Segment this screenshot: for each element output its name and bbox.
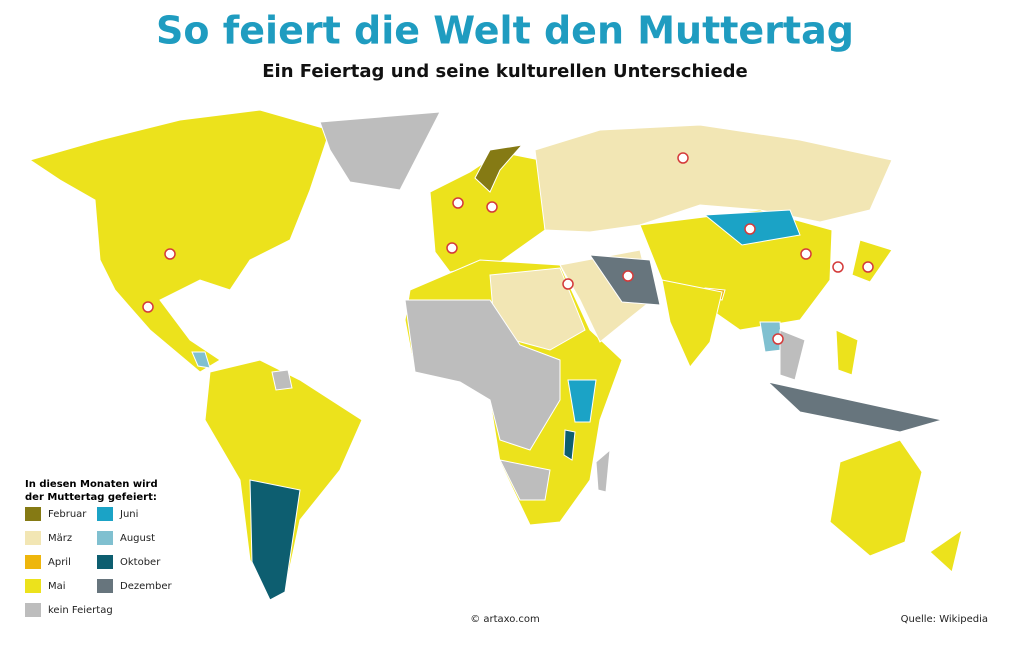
legend-label: Mai: [48, 581, 66, 592]
region: [499, 459, 551, 501]
legend-label: August: [120, 533, 155, 544]
legend-label: März: [48, 533, 72, 544]
region: [851, 239, 893, 283]
region: [595, 448, 611, 493]
legend-swatch: [25, 531, 41, 545]
source: Quelle: Wikipedia: [901, 614, 988, 625]
legend-swatch: [97, 507, 113, 521]
legend-swatch: [25, 579, 41, 593]
legend-swatch: [97, 579, 113, 593]
legend-swatch: [25, 507, 41, 521]
legend-swatch: [97, 555, 113, 569]
legend-swatch: [25, 603, 41, 617]
legend-label: Februar: [48, 509, 87, 520]
legend-label: Dezember: [120, 581, 172, 592]
legend-label: kein Feiertag: [48, 605, 113, 616]
legend-label: April: [48, 557, 71, 568]
legend-swatch: [97, 531, 113, 545]
markers: [142, 152, 874, 345]
region: [766, 381, 943, 433]
legend: In diesen Monaten wird der Muttertag gef…: [25, 479, 172, 617]
region: [204, 359, 363, 601]
region: [249, 479, 301, 601]
region: [929, 528, 963, 573]
region: [271, 369, 293, 391]
legend-heading: der Muttertag gefeiert:: [25, 492, 157, 503]
legend-swatch: [25, 555, 41, 569]
title: So feiert die Welt den Muttertag: [156, 9, 854, 53]
legend-heading: In diesen Monaten wird: [25, 479, 158, 490]
region: [779, 329, 806, 381]
region: [567, 379, 597, 423]
region: [563, 429, 576, 461]
world-map: [28, 109, 963, 601]
subtitle: Ein Feiertag und seine kulturellen Unter…: [262, 61, 748, 82]
region: [829, 439, 923, 557]
legend-label: Juni: [119, 509, 138, 520]
copyright: © artaxo.com: [470, 614, 540, 625]
legend-label: Oktober: [120, 557, 161, 568]
region: [28, 109, 331, 373]
region: [319, 111, 441, 191]
region: [474, 144, 524, 193]
region: [835, 329, 859, 376]
region: [534, 124, 893, 233]
region: [661, 279, 723, 368]
region: [404, 299, 561, 451]
region: [191, 351, 211, 369]
